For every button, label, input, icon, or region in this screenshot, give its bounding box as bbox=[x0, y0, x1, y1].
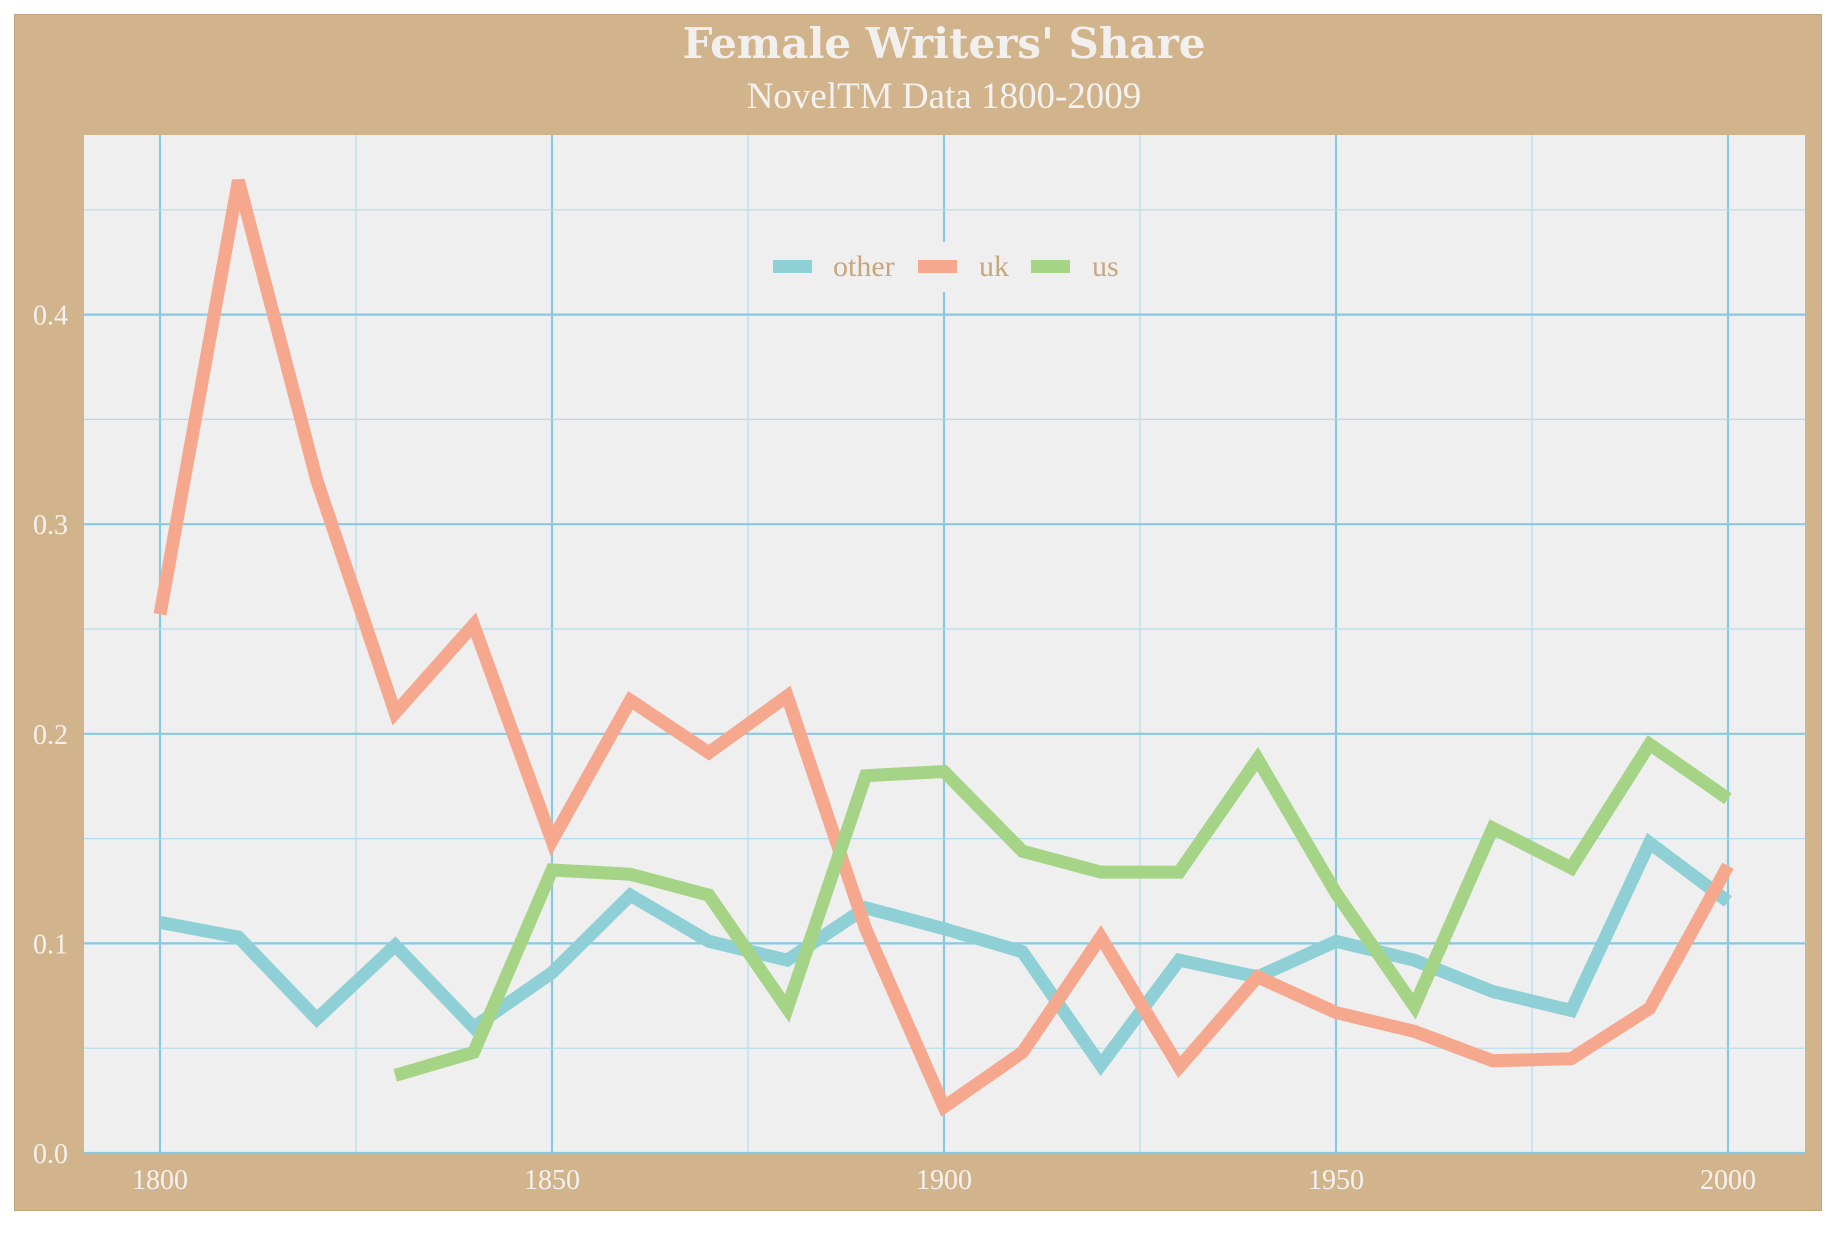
y-tick-label: 0.4 bbox=[33, 301, 68, 332]
axis-ticks: 1800 1850 1900 1950 2000 0.0 0.1 0.2 0.3 0.4 bbox=[33, 301, 1756, 1196]
legend-swatch-us bbox=[1031, 260, 1070, 273]
series-line-uk bbox=[153, 178, 1734, 1117]
y-tick-label: 0.3 bbox=[33, 510, 68, 541]
legend-swatch-uk bbox=[918, 260, 957, 273]
legend-label-other: other bbox=[833, 250, 895, 283]
grid-lines bbox=[84, 135, 1805, 1155]
series-line-other bbox=[158, 832, 1732, 1077]
legend: other uk us bbox=[755, 242, 1135, 292]
series-lines bbox=[153, 178, 1734, 1117]
legend-label-uk: uk bbox=[979, 250, 1009, 283]
x-tick-label: 1800 bbox=[132, 1165, 188, 1196]
chart-title: Female Writers' Share bbox=[683, 19, 1206, 68]
x-tick-label: 2000 bbox=[1700, 1165, 1756, 1196]
y-tick-label: 0.1 bbox=[33, 929, 68, 960]
chart-subtitle: NovelTM Data 1800-2009 bbox=[747, 76, 1142, 117]
x-tick-label: 1850 bbox=[524, 1165, 580, 1196]
x-tick-label: 1950 bbox=[1308, 1165, 1364, 1196]
y-tick-label: 0.0 bbox=[33, 1139, 68, 1170]
legend-label-us: us bbox=[1092, 250, 1119, 283]
series-line-us bbox=[393, 735, 1732, 1082]
y-tick-label: 0.2 bbox=[33, 720, 68, 751]
x-tick-label: 1900 bbox=[916, 1165, 972, 1196]
legend-swatch-other bbox=[773, 260, 812, 273]
